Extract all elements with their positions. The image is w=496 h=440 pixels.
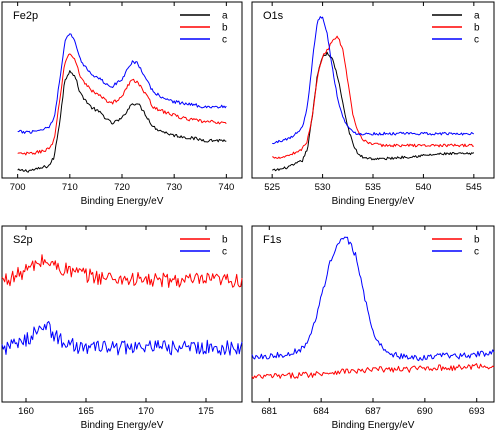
x-tick-label: 160 <box>18 406 34 417</box>
series-c-line <box>17 33 227 134</box>
x-tick-label: 535 <box>365 182 381 193</box>
panel-title: S2p <box>13 234 33 246</box>
series-c-line <box>272 16 475 145</box>
panel-f1s: 681 684 687 690 693 Binding Energy/eV F1s bc <box>251 225 495 431</box>
plot-frame <box>251 225 495 403</box>
legend-label-a: a <box>222 11 228 22</box>
series-b-line <box>1 254 243 288</box>
legend-label-c: c <box>474 35 479 46</box>
series-c-line <box>251 236 495 362</box>
x-tick-label: 530 <box>315 182 331 193</box>
legend-label-c: c <box>222 247 227 258</box>
series-c-line <box>1 321 243 356</box>
x-tick-label: 684 <box>313 406 329 417</box>
x-tick-label: 545 <box>466 182 482 193</box>
x-tick-label: 720 <box>114 182 130 193</box>
x-axis-label: Binding Energy/eV <box>332 420 415 431</box>
x-tick-label: 730 <box>166 182 182 193</box>
series-b-line <box>251 363 495 379</box>
x-tick-label: 740 <box>218 182 234 193</box>
x-tick-label: 700 <box>10 182 26 193</box>
x-tick-label: 175 <box>198 406 214 417</box>
legend-label-b: b <box>474 235 480 246</box>
x-tick-label: 693 <box>469 406 485 417</box>
legend-label-b: b <box>474 23 480 34</box>
plot-frame <box>251 1 495 179</box>
panel-title: F1s <box>263 234 282 246</box>
plot-frame <box>1 225 243 403</box>
x-tick-label: 165 <box>78 406 94 417</box>
x-axis-label: Binding Energy/eV <box>81 420 164 431</box>
x-tick-label: 525 <box>264 182 280 193</box>
legend-label-c: c <box>222 35 227 46</box>
x-tick-label: 681 <box>261 406 277 417</box>
series-b-line <box>17 53 227 156</box>
panel-fe2p: 700 710 720 730 740 Binding Energy/eV Fe2p abc <box>1 1 243 207</box>
legend-label-b: b <box>222 23 228 34</box>
panel-o1s: 525 530 535 540 545 Binding Energy/eV O1s abc <box>251 1 495 207</box>
x-tick-label: 687 <box>365 406 381 417</box>
legend-label-a: a <box>474 11 480 22</box>
x-tick-label: 710 <box>62 182 78 193</box>
x-tick-label: 690 <box>417 406 433 417</box>
legend-label-c: c <box>474 247 479 258</box>
x-tick-label: 170 <box>138 406 154 417</box>
x-axis-label: Binding Energy/eV <box>332 196 415 207</box>
legend-label-b: b <box>222 235 228 246</box>
series-b-line <box>272 35 474 159</box>
x-axis-label: Binding Energy/eV <box>81 196 164 207</box>
x-tick-label: 540 <box>415 182 431 193</box>
series-a-line <box>271 51 475 172</box>
series-a-line <box>17 70 227 173</box>
panel-title: O1s <box>263 10 284 22</box>
panel-s2p: 160 165 170 175 Binding Energy/eV S2p bc <box>1 225 243 431</box>
panel-title: Fe2p <box>13 10 38 22</box>
